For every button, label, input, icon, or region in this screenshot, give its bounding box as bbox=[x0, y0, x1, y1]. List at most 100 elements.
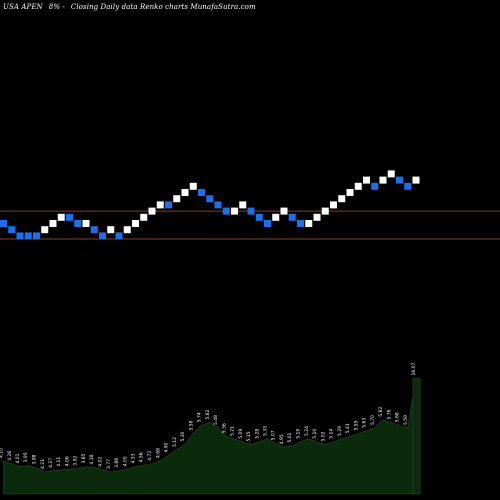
renko-brick bbox=[313, 213, 321, 221]
volume-label: 3.98 bbox=[32, 454, 38, 464]
volume-label: 5.58 bbox=[188, 420, 194, 430]
volume-label: 4.02 bbox=[98, 457, 104, 467]
renko-brick bbox=[165, 201, 172, 209]
renko-brick bbox=[239, 201, 247, 209]
renko-brick bbox=[132, 220, 139, 227]
volume-label: 4.01 bbox=[15, 453, 21, 463]
renko-brick bbox=[123, 226, 131, 234]
volume-label: 5.09 bbox=[238, 429, 244, 439]
renko-brick bbox=[57, 213, 65, 221]
renko-brick bbox=[74, 220, 82, 227]
volume-label: 5.82 bbox=[378, 407, 384, 417]
volume-label: 3.85 bbox=[81, 453, 87, 463]
volume-label: 5.24 bbox=[304, 426, 310, 436]
renko-brick bbox=[346, 189, 354, 196]
volume-label: 3.88 bbox=[114, 458, 120, 468]
renko-brick bbox=[305, 220, 313, 227]
renko-brick bbox=[387, 170, 395, 178]
volume-bar-last bbox=[412, 378, 421, 495]
renko-brick bbox=[280, 207, 288, 215]
renko-brick bbox=[66, 213, 73, 221]
renko-brick bbox=[231, 207, 238, 215]
volume-label: 4.10 bbox=[0, 448, 5, 458]
renko-brick bbox=[140, 213, 148, 221]
renko-brick bbox=[264, 220, 271, 227]
renko-brick bbox=[0, 220, 7, 227]
volume-label: 4.56 bbox=[139, 452, 145, 462]
renko-brick bbox=[16, 232, 24, 240]
volume-label: 4.68 bbox=[155, 448, 161, 458]
renko-brick bbox=[82, 220, 90, 227]
symbol-label: USA APEN bbox=[3, 3, 43, 11]
volume-area-path bbox=[3, 378, 417, 495]
volume-label: 16.07 bbox=[411, 362, 417, 375]
renko-bricks bbox=[0, 170, 420, 240]
renko-brick bbox=[412, 176, 420, 184]
volume-label: 5.14 bbox=[329, 429, 335, 439]
volume-label: 5.01 bbox=[287, 432, 293, 442]
renko-brick bbox=[181, 189, 189, 196]
volume-label: 5.10 bbox=[312, 429, 318, 439]
volume-label: 4.26 bbox=[7, 451, 13, 461]
renko-brick bbox=[173, 195, 181, 203]
renko-brick bbox=[272, 213, 280, 221]
renko-brick bbox=[363, 176, 370, 184]
renko-brick bbox=[156, 201, 164, 209]
renko-brick bbox=[214, 201, 222, 209]
change-label: 8% - bbox=[48, 3, 65, 11]
renko-brick bbox=[297, 220, 304, 227]
renko-brick bbox=[222, 207, 230, 215]
volume-label: 5.59 bbox=[403, 415, 409, 425]
renko-brick bbox=[198, 189, 205, 196]
renko-brick bbox=[330, 201, 337, 209]
renko-brick bbox=[321, 207, 329, 215]
renko-brick bbox=[41, 226, 49, 234]
volume-label: 5.74 bbox=[197, 412, 203, 422]
renko-brick bbox=[148, 207, 156, 215]
volume-label: 5.33 bbox=[263, 426, 269, 436]
volume-label: 3.95 bbox=[23, 452, 29, 462]
volume-label: 3.77 bbox=[106, 459, 112, 469]
volume-label: 5.12 bbox=[172, 437, 178, 447]
volume-label: 4.18 bbox=[89, 454, 95, 464]
renko-brick bbox=[115, 232, 123, 240]
volume-label: 5.07 bbox=[271, 430, 277, 440]
volume-label: 4.21 bbox=[40, 459, 46, 469]
renko-brick bbox=[99, 232, 106, 240]
volume-label: 4.06 bbox=[65, 456, 71, 466]
renko-brick bbox=[247, 207, 255, 215]
volume-label: 5.19 bbox=[296, 429, 302, 439]
volume-label: 5.30 bbox=[180, 431, 186, 441]
description-label: Closing Daily data Renko charts MunafaSu… bbox=[70, 3, 256, 11]
volume-label: 5.02 bbox=[320, 431, 326, 441]
volume-label: 5.15 bbox=[246, 431, 252, 441]
renko-brick bbox=[90, 226, 98, 234]
renko-brick bbox=[24, 232, 32, 240]
volume-labels: 4.10 4.26 4.01 3.95 3.98 4.21 4.27 4.11 4.06 3.92… bbox=[0, 362, 417, 469]
volume-label: 4.05 bbox=[122, 456, 128, 466]
volume-label: 5.21 bbox=[230, 426, 236, 436]
volume-label: 4.95 bbox=[279, 434, 285, 444]
renko-brick bbox=[33, 232, 40, 240]
volume-label: 5.36 bbox=[221, 423, 227, 433]
renko-brick bbox=[206, 195, 214, 203]
renko-brick bbox=[8, 226, 16, 234]
volume-label: 5.28 bbox=[254, 429, 260, 439]
volume-label: 5.29 bbox=[337, 426, 343, 436]
renko-brick bbox=[379, 176, 387, 184]
volume-label: 4.11 bbox=[56, 457, 62, 467]
chart-header: USA APEN 8% - Closing Daily data Renko cha… bbox=[3, 3, 262, 11]
volume-label: 5.62 bbox=[205, 409, 211, 419]
renko-brick bbox=[371, 182, 379, 190]
volume-label: 5.41 bbox=[345, 423, 351, 433]
renko-brick bbox=[338, 195, 346, 203]
renko-brick bbox=[404, 182, 412, 190]
volume-label: 4.27 bbox=[48, 458, 54, 468]
volume-label: 4.33 bbox=[131, 453, 137, 463]
volume-label: 4.90 bbox=[164, 442, 170, 452]
renko-brick bbox=[354, 182, 362, 190]
volume-label: 3.92 bbox=[73, 456, 79, 466]
volume-label: 5.76 bbox=[386, 409, 392, 419]
volume-area bbox=[3, 378, 421, 495]
